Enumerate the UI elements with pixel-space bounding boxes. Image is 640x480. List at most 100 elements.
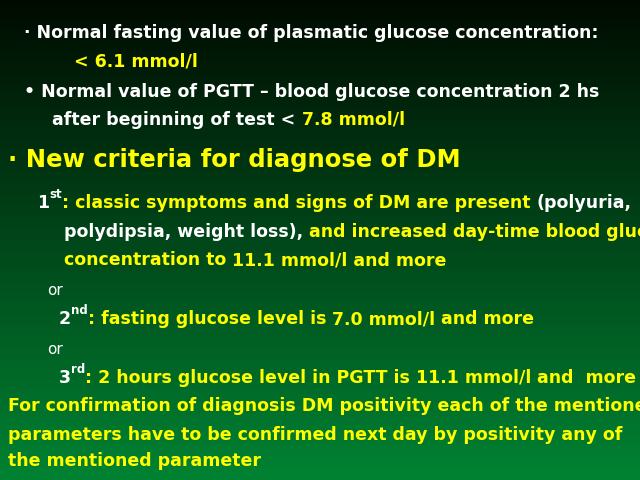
Bar — [0, 218, 640, 220]
Text: the mentioned parameter: the mentioned parameter — [8, 452, 260, 469]
Bar — [0, 104, 640, 106]
Bar — [0, 383, 640, 384]
Bar — [0, 300, 640, 301]
Bar — [0, 62, 640, 63]
Bar — [0, 436, 640, 437]
Bar — [0, 145, 640, 146]
Bar — [0, 209, 640, 210]
Bar — [0, 58, 640, 59]
Bar — [0, 211, 640, 212]
Bar — [0, 410, 640, 412]
Bar — [0, 55, 640, 57]
Bar — [0, 36, 640, 37]
Bar — [0, 312, 640, 313]
Bar — [0, 249, 640, 250]
Bar — [0, 97, 640, 98]
Bar — [0, 228, 640, 229]
Text: 7.0 mmol/l: 7.0 mmol/l — [332, 310, 435, 328]
Text: For confirmation of diagnosis DM positivity each of the mentioned: For confirmation of diagnosis DM positiv… — [8, 397, 640, 415]
Bar — [0, 442, 640, 443]
Bar — [0, 318, 640, 319]
Bar — [0, 325, 640, 326]
Bar — [0, 47, 640, 48]
Bar — [0, 158, 640, 159]
Bar — [0, 351, 640, 353]
Bar — [0, 1, 640, 2]
Bar — [0, 370, 640, 371]
Bar — [0, 304, 640, 305]
Bar — [0, 360, 640, 361]
Bar — [0, 78, 640, 79]
Bar — [0, 336, 640, 337]
Bar — [0, 322, 640, 323]
Bar — [0, 340, 640, 341]
Bar — [0, 119, 640, 120]
Bar — [0, 334, 640, 335]
Bar — [0, 124, 640, 125]
Bar — [0, 301, 640, 302]
Bar — [0, 299, 640, 300]
Bar — [0, 19, 640, 20]
Bar — [0, 287, 640, 288]
Bar — [0, 79, 640, 80]
Bar — [0, 193, 640, 194]
Bar — [0, 296, 640, 298]
Bar — [0, 409, 640, 410]
Bar — [0, 431, 640, 432]
Text: 11.1 mmol/l: 11.1 mmol/l — [416, 369, 531, 386]
Bar — [0, 125, 640, 126]
Bar — [0, 26, 640, 28]
Bar — [0, 175, 640, 177]
Bar — [0, 260, 640, 262]
Bar — [0, 423, 640, 425]
Bar — [0, 35, 640, 36]
Bar — [0, 265, 640, 266]
Bar — [0, 317, 640, 318]
Bar — [0, 208, 640, 209]
Bar — [0, 289, 640, 290]
Bar — [0, 291, 640, 293]
Text: st: st — [49, 188, 62, 201]
Bar — [0, 113, 640, 114]
Bar — [0, 89, 640, 90]
Bar — [0, 359, 640, 360]
Bar — [0, 380, 640, 382]
Bar — [0, 61, 640, 62]
Bar — [0, 157, 640, 158]
Bar — [0, 374, 640, 375]
Bar — [0, 6, 640, 7]
Bar — [0, 94, 640, 95]
Bar — [0, 223, 640, 225]
Bar — [0, 2, 640, 3]
Bar — [0, 48, 640, 49]
Bar — [0, 143, 640, 144]
Bar — [0, 131, 640, 132]
Text: or: or — [47, 342, 63, 357]
Bar — [0, 234, 640, 235]
Bar — [0, 347, 640, 348]
Bar — [0, 422, 640, 424]
Bar — [0, 274, 640, 275]
Bar — [0, 139, 640, 140]
Bar — [0, 398, 640, 399]
Bar — [0, 172, 640, 173]
Bar — [0, 281, 640, 282]
Bar — [0, 276, 640, 277]
Bar — [0, 101, 640, 102]
Bar — [0, 402, 640, 403]
Bar — [0, 306, 640, 307]
Bar — [0, 29, 640, 30]
Bar — [0, 471, 640, 473]
Bar — [0, 4, 640, 5]
Bar — [0, 0, 640, 1]
Bar — [0, 252, 640, 253]
Text: or: or — [47, 283, 63, 298]
Bar — [0, 59, 640, 60]
Bar — [0, 85, 640, 86]
Bar — [0, 283, 640, 284]
Bar — [0, 475, 640, 476]
Bar — [0, 52, 640, 53]
Bar — [0, 403, 640, 404]
Bar — [0, 416, 640, 418]
Bar — [0, 201, 640, 202]
